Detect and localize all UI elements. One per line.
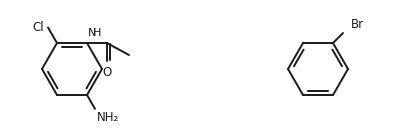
Text: Cl: Cl (32, 21, 44, 34)
Text: Br: Br (351, 18, 364, 31)
Text: H: H (93, 28, 101, 38)
Text: NH₂: NH₂ (97, 111, 119, 124)
Text: N: N (88, 28, 96, 38)
Text: O: O (102, 66, 111, 79)
